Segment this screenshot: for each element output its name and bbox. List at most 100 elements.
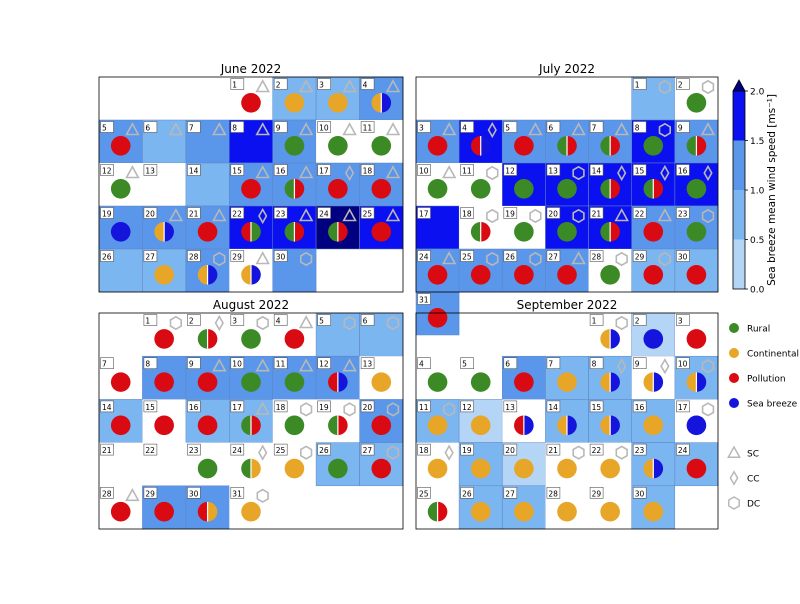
day-cell: 5	[98, 119, 143, 164]
category-marker	[600, 265, 620, 285]
dc-hexagon-marker	[658, 122, 672, 138]
category-marker-left-half	[427, 501, 438, 522]
day-number: 26	[505, 253, 515, 262]
day-number: 26	[462, 489, 472, 498]
colorbar-label: Sea breeze mean wind speed [ms⁻¹]	[766, 94, 778, 286]
day-number-box	[417, 486, 431, 499]
day-cell: 19	[98, 205, 143, 250]
day-number: 24	[319, 210, 329, 219]
sc-triangle-marker	[255, 358, 270, 372]
day-number: 4	[276, 317, 281, 326]
dc-hexagon-marker	[386, 315, 400, 331]
day-number: 8	[232, 124, 237, 133]
day-cell: 22	[631, 205, 676, 250]
category-marker	[197, 372, 218, 392]
day-number-box	[187, 164, 201, 176]
category-marker	[371, 179, 392, 199]
day-cell: 23	[185, 442, 230, 486]
day-cell: 5	[459, 356, 503, 400]
category-marker	[241, 372, 261, 392]
day-number-box	[676, 400, 690, 413]
day-number-box	[503, 164, 518, 176]
day-number-box	[417, 443, 431, 456]
sc-triangle-marker	[168, 208, 184, 222]
sc-triangle-marker	[342, 79, 357, 93]
day-number: 20	[505, 446, 515, 455]
category-marker	[328, 415, 348, 436]
category-marker-left-half	[686, 136, 697, 156]
category-marker	[600, 179, 620, 199]
cc-diamond-marker	[703, 164, 713, 182]
sc-triangle-marker	[125, 487, 140, 502]
category-marker-right-half	[567, 415, 577, 436]
day-number: 5	[319, 317, 324, 326]
day-number-box	[460, 164, 474, 176]
day-number: 7	[102, 360, 107, 369]
category-marker-left-half	[600, 372, 611, 392]
category-marker	[686, 329, 707, 349]
category-marker-left-half	[328, 415, 338, 436]
category-marker	[154, 329, 174, 349]
day-cell: 28	[99, 485, 143, 529]
day-number: 25	[462, 253, 472, 262]
category-marker	[600, 501, 620, 522]
dc-hexagon-marker	[256, 488, 269, 503]
sc-triangle-marker	[125, 122, 140, 136]
day-number-box	[417, 293, 431, 305]
day-cell: 12	[99, 163, 143, 206]
day-number: 15	[635, 167, 645, 176]
day-number: 17	[319, 167, 329, 176]
day-number-box	[143, 357, 158, 370]
category-marker	[197, 415, 218, 436]
day-cell: 3	[674, 313, 718, 357]
day-number: 28	[102, 489, 112, 498]
legend-label: SC	[747, 450, 759, 460]
day-number: 16	[678, 167, 688, 176]
day-number-box	[360, 78, 375, 90]
day-number: 3	[419, 124, 424, 133]
day-number-box	[632, 400, 647, 413]
cc-diamond-marker	[660, 164, 670, 182]
day-number: 23	[189, 446, 199, 455]
day-cell: 13	[545, 162, 589, 207]
dc-hexagon-marker	[572, 208, 585, 224]
dc-hexagon-marker	[615, 251, 628, 267]
category-marker	[241, 501, 261, 522]
day-number: 23	[276, 210, 286, 219]
dc-hexagon-marker	[386, 402, 400, 417]
category-marker	[686, 222, 707, 242]
legend-item-rural: Rural	[729, 323, 770, 335]
dc-hexagon-marker	[572, 165, 585, 181]
day-number: 18	[363, 167, 373, 176]
category-marker-left-half	[600, 136, 611, 156]
day-number-box	[417, 250, 431, 262]
day-cell: 27	[502, 485, 546, 530]
day-cell: 26	[502, 248, 546, 293]
category-marker	[470, 458, 491, 479]
day-number: 20	[548, 210, 558, 219]
sc-triangle-marker	[212, 208, 227, 222]
day-number: 3	[678, 317, 683, 326]
day-number: 30	[678, 253, 688, 262]
category-marker	[371, 372, 392, 392]
day-cell: 14	[185, 162, 230, 207]
category-marker	[427, 501, 448, 522]
category-marker-right-half	[164, 222, 174, 242]
category-marker	[557, 222, 577, 242]
day-cell: 22	[229, 205, 273, 250]
category-marker	[427, 136, 448, 156]
day-cell: 11	[415, 399, 460, 443]
day-number-box	[546, 250, 561, 262]
day-number-box	[676, 78, 690, 90]
category-marker	[557, 458, 577, 479]
day-number: 24	[678, 446, 688, 455]
colorbar-tick-label: 0.5	[750, 236, 764, 246]
day-number-box	[360, 314, 375, 326]
sc-triangle-marker	[441, 251, 457, 265]
day-cell: 13	[359, 356, 403, 400]
day-number-box	[676, 164, 690, 176]
day-number: 15	[232, 167, 242, 176]
legend-label: Pollution	[747, 375, 786, 385]
day-number: 11	[462, 167, 472, 176]
